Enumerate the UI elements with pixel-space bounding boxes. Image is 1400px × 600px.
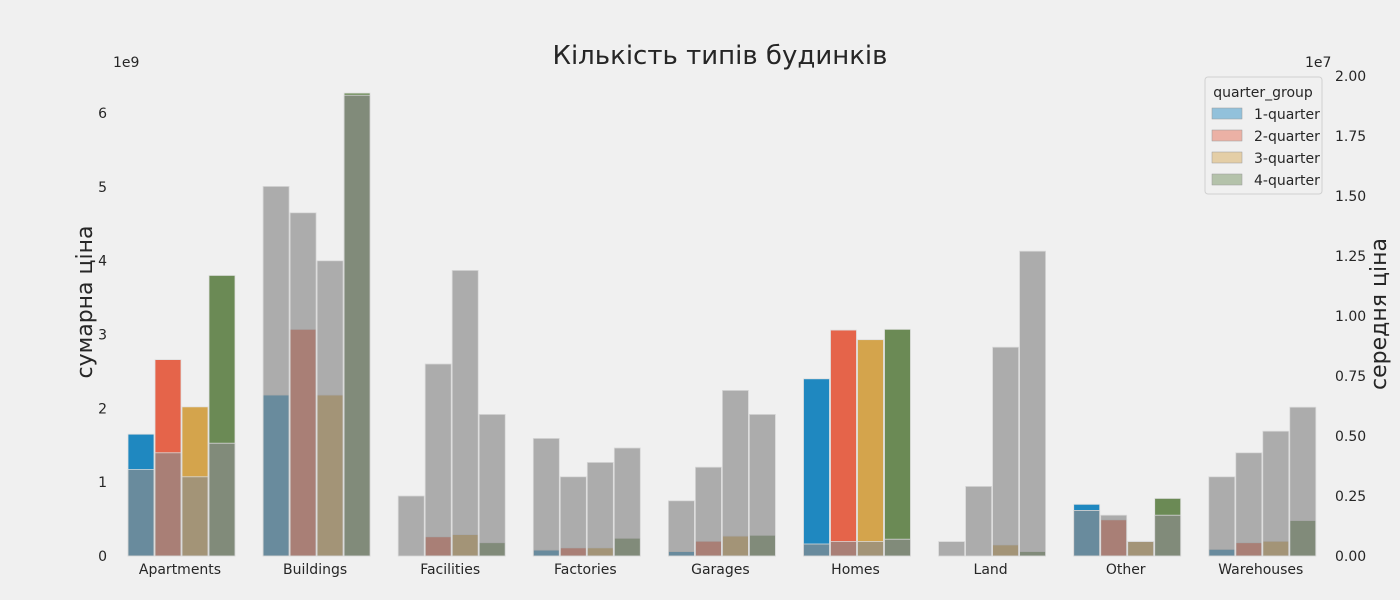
bar-sum-3-quarter-Homes [857,339,884,557]
bar-sum-4-quarter-Homes [884,328,911,557]
bar-mean-1-quarter-Factories [532,437,560,557]
bar-mean-3-quarter-Land [992,346,1019,557]
x-tick-label: Land [974,562,1008,578]
y-axis-right-multiplier: 1e7 [1305,55,1331,71]
bar-mean-3-quarter-Homes [857,541,884,557]
bar-mean-3-quarter-Other [1127,541,1155,557]
legend: quarter_group 1-quarter 2-quarter 3-quarte… [1204,76,1323,195]
y-right-tick-label: 1.75 [1335,129,1366,145]
legend-label: 2-quarter [1254,129,1320,145]
bar-sum-1-quarter-Homes [803,378,830,557]
bar-mean-1-quarter-Garages [668,500,695,557]
bar-mean-1-quarter-Other [1073,509,1101,557]
legend-label: 3-quarter [1254,151,1320,167]
ticks-group: Apartments Buildings Facilities Factories Ga… [98,69,1366,578]
bar-mean-3-quarter-Facilities [451,269,479,557]
bar-mean-2-quarter-Land [965,485,992,557]
bar-mean-4-quarter-Buildings [343,94,371,557]
y-axis-left-label: сумарна ціна [73,226,98,379]
bar-mean-4-quarter-Land [1019,250,1046,557]
y-left-tick-label: 3 [98,328,107,344]
bar-mean-1-quarter-Homes [803,543,830,557]
x-tick-label: Apartments [139,562,221,578]
legend-swatch [1211,129,1243,142]
bar-mean-2-quarter-Warehouses [1235,452,1263,557]
bar-mean-1-quarter-Buildings [262,185,290,557]
bar-mean-3-quarter-Factories [586,461,614,557]
bar-mean-4-quarter-Factories [613,447,641,557]
y-right-tick-label: 0.75 [1335,369,1366,385]
legend-swatch [1211,151,1243,164]
y-left-tick-label: 0 [98,549,107,565]
legend-label: 4-quarter [1254,173,1320,189]
legend-label: 1-quarter [1254,107,1320,123]
bar-mean-1-quarter-Apartments [127,469,155,557]
bar-mean-2-quarter-Homes [830,541,857,557]
bar-mean-2-quarter-Other [1100,514,1128,557]
bar-mean-4-quarter-Facilities [478,413,506,557]
bar-sum-2-quarter-Homes [830,329,857,557]
legend-swatch [1211,107,1243,120]
y-right-tick-label: 1.00 [1335,309,1366,325]
y-left-tick-label: 6 [98,106,107,122]
bar-mean-3-quarter-Apartments [181,476,209,557]
y-right-tick-label: 0.25 [1335,489,1366,505]
y-left-tick-label: 2 [98,401,107,417]
y-axis-right-label: середня ціна [1367,238,1392,390]
chart-title: Кількість типів будинків [553,41,888,71]
bar-mean-1-quarter-Land [938,541,965,557]
y-axis-left-multiplier: 1e9 [113,55,139,71]
y-right-tick-label: 0.00 [1335,549,1366,565]
bar-mean-2-quarter-Garages [695,466,722,557]
bar-mean-3-quarter-Garages [722,389,749,557]
y-left-tick-label: 5 [98,180,107,196]
y-right-tick-label: 1.25 [1335,249,1366,265]
y-right-tick-label: 0.50 [1335,429,1366,445]
legend-title: quarter_group [1213,85,1313,101]
x-tick-label: Buildings [283,562,347,578]
bars-group [127,92,1317,557]
bar-mean-4-quarter-Apartments [208,442,236,557]
bar-mean-4-quarter-Other [1154,514,1182,557]
bar-mean-2-quarter-Factories [559,476,587,557]
bar-mean-1-quarter-Facilities [397,495,425,557]
x-tick-label: Homes [831,562,880,578]
bar-mean-2-quarter-Apartments [154,452,182,557]
y-left-tick-label: 4 [98,254,107,270]
bar-mean-4-quarter-Homes [884,538,911,557]
legend-swatch [1211,173,1243,186]
bar-mean-2-quarter-Buildings [289,212,317,557]
x-tick-label: Factories [554,562,617,578]
x-tick-label: Warehouses [1218,562,1303,578]
bar-mean-3-quarter-Warehouses [1262,430,1290,557]
bar-mean-4-quarter-Garages [749,413,776,557]
bar-mean-1-quarter-Warehouses [1208,476,1236,557]
y-right-tick-label: 1.50 [1335,189,1366,205]
x-tick-label: Facilities [420,562,480,578]
y-right-tick-label: 2.00 [1335,69,1366,85]
bar-mean-4-quarter-Warehouses [1289,406,1317,557]
legend-box [1204,76,1323,195]
x-tick-label: Other [1106,562,1146,578]
y-left-tick-label: 1 [98,475,107,491]
bar-mean-3-quarter-Buildings [316,260,344,557]
bar-mean-2-quarter-Facilities [424,363,452,557]
x-tick-label: Garages [691,562,750,578]
